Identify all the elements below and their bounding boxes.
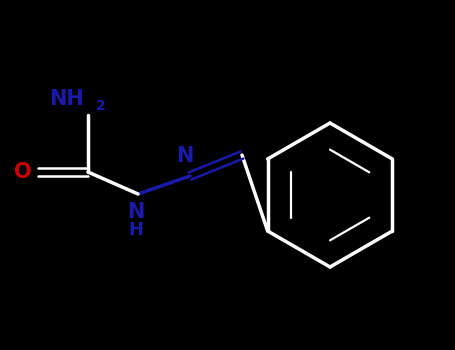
Text: N: N — [177, 146, 194, 166]
Text: O: O — [15, 162, 32, 182]
Text: 2: 2 — [96, 99, 106, 113]
Text: NH: NH — [49, 89, 84, 109]
Text: N: N — [127, 202, 145, 222]
Text: H: H — [128, 221, 143, 239]
